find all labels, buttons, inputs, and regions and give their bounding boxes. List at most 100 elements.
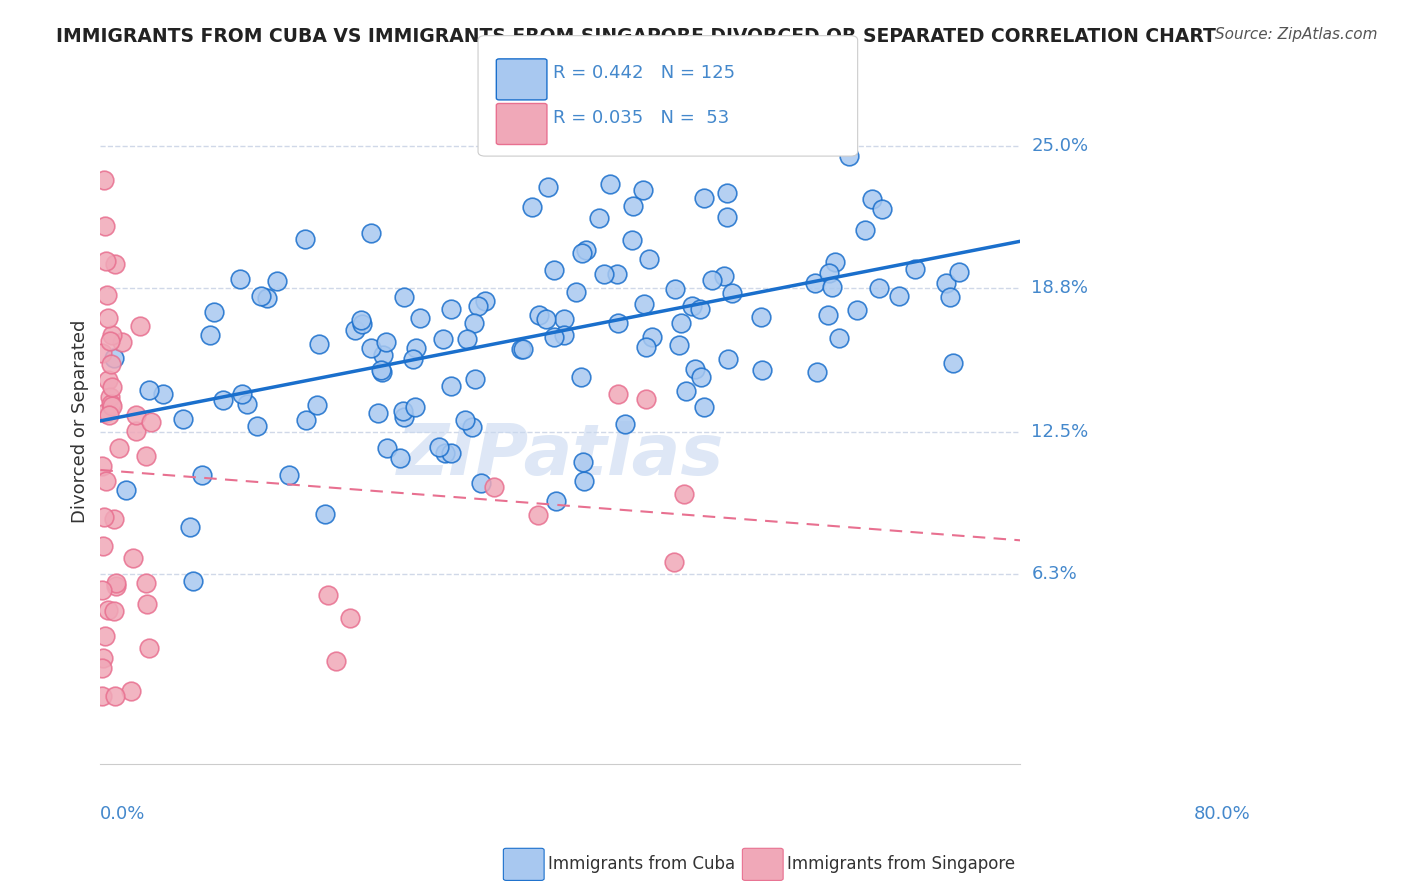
Point [527, 508, 550, 522]
Point [948, 265, 970, 279]
Text: ZIPatlas: ZIPatlas [396, 421, 724, 490]
Point [693, 191, 716, 205]
Point [212, 392, 235, 407]
Point [101, 327, 124, 342]
Point [607, 387, 630, 401]
Point [942, 356, 965, 370]
Point [402, 352, 425, 367]
Point [308, 336, 330, 351]
Point [135, 449, 157, 463]
Point [838, 149, 860, 163]
Point [637, 252, 659, 267]
Point [111, 335, 134, 350]
Point [700, 273, 723, 287]
Point [316, 588, 339, 602]
Point [360, 226, 382, 240]
Point [350, 318, 373, 332]
Text: 6.3%: 6.3% [1031, 566, 1077, 583]
Point [172, 412, 194, 426]
Point [375, 441, 398, 455]
Point [574, 243, 596, 257]
Point [104, 689, 127, 703]
Point [593, 268, 616, 282]
Point [621, 199, 644, 213]
Point [94, 253, 117, 268]
Point [90, 582, 112, 597]
Point [671, 316, 693, 330]
Point [673, 487, 696, 501]
Point [440, 301, 463, 316]
Point [141, 415, 163, 429]
Point [371, 348, 394, 362]
Point [120, 684, 142, 698]
Text: Source: ZipAtlas.com: Source: ZipAtlas.com [1215, 27, 1378, 42]
Point [90, 458, 112, 473]
Point [692, 401, 714, 415]
Point [94, 406, 117, 420]
Point [98, 334, 121, 348]
Point [845, 302, 868, 317]
Point [374, 334, 396, 349]
Point [467, 299, 489, 313]
Point [93, 173, 115, 187]
Point [520, 201, 543, 215]
Point [100, 357, 122, 371]
Point [427, 440, 450, 454]
Point [94, 629, 117, 643]
Point [512, 342, 534, 356]
Point [853, 223, 876, 237]
Point [246, 419, 269, 434]
Point [344, 323, 367, 337]
Point [599, 177, 621, 191]
Point [439, 446, 461, 460]
Point [633, 297, 655, 311]
Point [474, 293, 496, 308]
Point [664, 282, 686, 296]
Point [828, 331, 851, 345]
Point [200, 328, 222, 343]
Point [721, 286, 744, 301]
Point [537, 180, 560, 194]
Point [108, 441, 131, 455]
Text: 12.5%: 12.5% [1031, 424, 1088, 442]
Point [388, 450, 411, 465]
Point [564, 285, 586, 300]
Point [713, 268, 735, 283]
Point [314, 508, 336, 522]
Point [128, 319, 150, 334]
Point [405, 341, 427, 355]
Point [91, 651, 114, 665]
Text: 25.0%: 25.0% [1031, 137, 1088, 155]
Point [125, 425, 148, 439]
Point [640, 330, 662, 344]
Point [634, 340, 657, 354]
Point [821, 280, 844, 294]
Point [689, 302, 711, 317]
Point [94, 219, 117, 234]
Point [571, 455, 593, 469]
Point [613, 417, 636, 432]
Point [138, 641, 160, 656]
Text: IMMIGRANTS FROM CUBA VS IMMIGRANTS FROM SINGAPORE DIVORCED OR SEPARATED CORRELAT: IMMIGRANTS FROM CUBA VS IMMIGRANTS FROM … [56, 27, 1216, 45]
Point [683, 362, 706, 376]
Point [236, 397, 259, 411]
Point [294, 232, 316, 246]
Point [98, 391, 121, 405]
Point [277, 468, 299, 483]
Point [454, 413, 477, 427]
Point [90, 689, 112, 703]
Point [553, 312, 575, 326]
Point [114, 483, 136, 498]
Point [266, 274, 288, 288]
Point [806, 365, 828, 379]
Point [404, 401, 426, 415]
Point [152, 387, 174, 401]
Point [96, 288, 118, 302]
Text: 80.0%: 80.0% [1194, 805, 1250, 823]
Point [392, 290, 415, 304]
Point [868, 281, 890, 295]
Point [91, 539, 114, 553]
Point [543, 329, 565, 343]
Point [631, 183, 654, 197]
Point [887, 289, 910, 303]
